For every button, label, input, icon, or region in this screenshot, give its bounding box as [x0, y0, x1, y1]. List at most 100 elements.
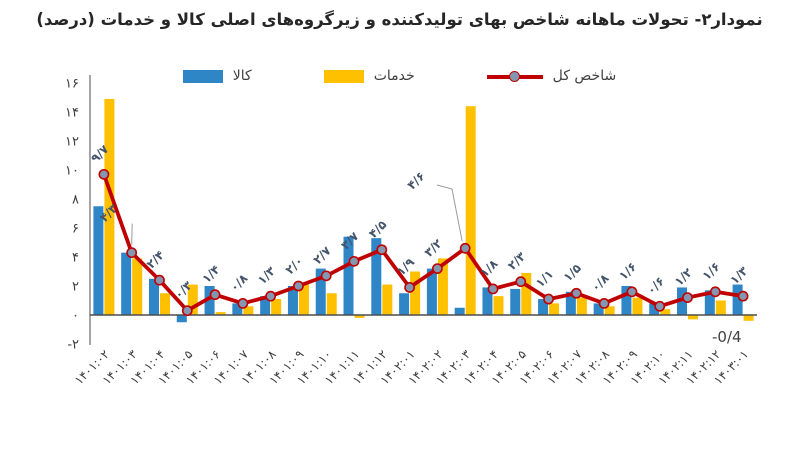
services-bar — [437, 258, 448, 315]
leader-line — [436, 184, 463, 242]
total-index-marker — [209, 289, 221, 301]
total-index-marker — [98, 168, 110, 180]
services-bar — [688, 315, 699, 320]
legend-item-services: خدمات — [323, 68, 415, 84]
services-bar — [521, 272, 532, 315]
goods-bar — [176, 315, 187, 323]
value-label: ۴/۶ — [404, 169, 427, 192]
goods-bar — [148, 278, 159, 315]
total-index-marker — [154, 274, 165, 286]
y-tick-label: ۱۲ — [65, 135, 79, 150]
goods-bar — [649, 303, 660, 315]
services-bar — [465, 106, 476, 315]
goods-bar — [399, 293, 410, 315]
goods-bar — [287, 286, 298, 315]
total-index-marker — [737, 290, 749, 302]
total-index-marker — [126, 247, 138, 259]
y-tick-label: ۲ — [72, 280, 79, 295]
chart-title: نمودار۲- تحولات ماهانه شاخص بهای تولیدکن… — [36, 10, 763, 29]
services-bar — [382, 284, 393, 315]
y-tick-label: ۸ — [72, 193, 79, 208]
y-tick-label: ۰ — [72, 309, 79, 324]
total-legend-marker — [508, 70, 520, 82]
services-bar — [132, 258, 143, 315]
services-bar — [493, 296, 504, 315]
services-bar — [104, 98, 115, 315]
total-index-marker — [320, 270, 332, 282]
leader-line — [131, 223, 133, 245]
goods-bar — [510, 288, 521, 315]
total-index-marker — [626, 286, 638, 298]
goods-bar — [704, 290, 715, 315]
goods-bar — [204, 286, 215, 315]
value-label: ۱/۱ — [533, 267, 556, 290]
total-index-marker — [487, 283, 499, 295]
value-label: ۲/۷ — [310, 243, 334, 267]
goods-bar — [93, 206, 104, 315]
services-legend-swatch — [323, 69, 364, 83]
goods-bar — [621, 286, 632, 315]
value-label: ۱/۳ — [727, 263, 751, 287]
services-bar — [576, 297, 587, 315]
total-index-marker — [348, 255, 360, 267]
services-bar — [215, 312, 226, 315]
value-label: ۴/۵ — [366, 218, 389, 241]
goods-bar — [482, 287, 493, 315]
total-legend-label: شاخص کل — [552, 68, 617, 84]
negative-value-label: -0/4 — [712, 328, 742, 346]
services-bar — [743, 315, 754, 321]
goods-bar — [426, 268, 437, 315]
total-index-marker — [459, 242, 471, 254]
total-index-marker — [543, 293, 554, 305]
goods-bar — [121, 252, 132, 315]
total-index-marker — [431, 263, 443, 274]
value-label: ۱/۲ — [672, 265, 696, 289]
goods-bar — [593, 303, 604, 315]
services-bar — [298, 283, 309, 315]
services-bar — [410, 271, 421, 315]
goods-bar — [260, 296, 271, 315]
services-bar — [632, 297, 643, 315]
goods-bar — [732, 284, 743, 315]
total-index-marker — [654, 300, 666, 312]
services-bar — [660, 309, 671, 315]
value-label: ۰/۸ — [227, 271, 251, 295]
services-bar — [271, 299, 282, 315]
total-index-marker — [682, 292, 693, 303]
value-label: ۳/۲ — [422, 236, 446, 260]
services-bar — [187, 284, 198, 315]
total-index-marker — [181, 305, 193, 317]
services-bar — [354, 315, 365, 318]
value-label: ۱/۳ — [255, 263, 279, 287]
total-index-marker — [404, 282, 416, 293]
total-index-marker — [376, 244, 388, 256]
y-tick-label: ۱۶ — [65, 77, 79, 92]
total-index-marker — [598, 297, 610, 309]
goods-legend-label: کالا — [232, 68, 252, 84]
services-bar — [326, 293, 337, 315]
goods-bar — [371, 238, 382, 315]
total-index-marker — [570, 287, 582, 299]
services-bar — [604, 306, 615, 315]
services-bar — [243, 306, 254, 315]
value-label: ۱/۶ — [700, 260, 723, 283]
total-index-marker — [265, 290, 277, 302]
value-label: ۰/۸ — [588, 271, 612, 295]
total-index-marker — [237, 297, 249, 309]
services-bar — [159, 293, 170, 315]
goods-bar — [565, 291, 576, 315]
value-label: ۰/۶ — [644, 274, 667, 297]
goods-bar — [232, 303, 243, 315]
total-legend-swatch — [486, 70, 543, 83]
chart-legend: کالا خدمات شاخص کل — [0, 68, 799, 84]
legend-item-goods: کالا — [182, 68, 252, 84]
value-label: ۲/۳ — [505, 249, 529, 273]
total-index-marker — [515, 276, 527, 288]
goods-bar — [538, 299, 549, 315]
services-legend-label: خدمات — [373, 68, 415, 84]
value-label: ۲/۰ — [283, 254, 306, 277]
services-bar — [715, 300, 726, 315]
y-tick-label: ۶ — [72, 222, 79, 237]
